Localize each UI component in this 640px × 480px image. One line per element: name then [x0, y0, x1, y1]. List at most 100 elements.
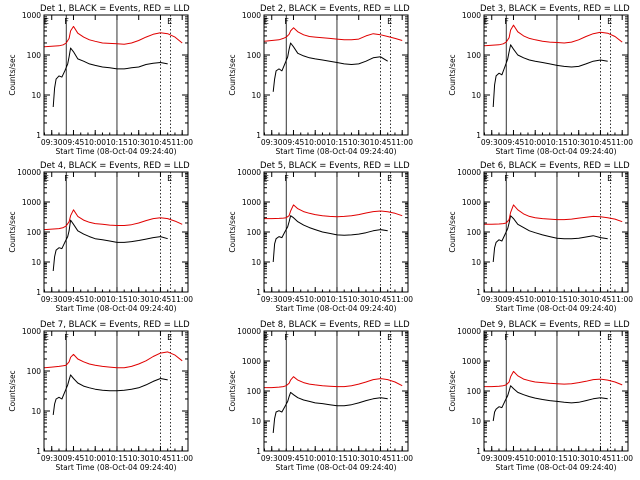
- interval-marker-label: F: [284, 333, 289, 342]
- x-tick-label: 10:15: [326, 138, 348, 147]
- events-series-line: [272, 215, 388, 263]
- x-tick-label: 10:30: [128, 138, 150, 147]
- lld-series-line: [44, 25, 183, 48]
- x-tick-label: 10:15: [326, 295, 348, 304]
- events-series-line: [272, 391, 388, 433]
- x-tick-label: 10:45: [150, 454, 172, 463]
- x-tick-label: 11:00: [611, 138, 633, 147]
- interval-marker-label: F: [284, 17, 289, 26]
- x-tick-label: 10:45: [370, 138, 392, 147]
- lld-series-line: [484, 370, 623, 388]
- x-tick-label: 10:30: [348, 454, 370, 463]
- x-tick-label: 09:45: [503, 454, 525, 463]
- interval-marker-label: E: [44, 333, 49, 342]
- y-tick-label: 10: [31, 407, 41, 416]
- y-tick-label: 1: [36, 447, 41, 456]
- x-tick-label: 10:15: [546, 454, 568, 463]
- y-tick-label: 10000: [457, 327, 481, 336]
- interval-marker-label: E: [264, 174, 269, 183]
- x-tick-label: 10:30: [348, 138, 370, 147]
- x-axis-label: Start Time (08-Oct-04 09:24:40): [55, 463, 176, 472]
- plot-frame: [43, 171, 189, 293]
- x-tick-label: 10:00: [304, 295, 326, 304]
- plot-frame: [43, 14, 189, 136]
- y-tick-label: 1: [476, 288, 481, 297]
- x-tick-label: 09:30: [41, 138, 63, 147]
- y-tick-label: 1000: [242, 198, 261, 207]
- y-tick-label: 1000: [462, 198, 481, 207]
- x-axis-label: Start Time (08-Oct-04 09:24:40): [275, 304, 396, 313]
- lld-series-line: [484, 24, 623, 47]
- detector-panel: Det 7, BLACK = Events, RED = LLD 1 10 100 10…: [8, 320, 193, 472]
- interval-marker-label: F: [64, 17, 69, 26]
- y-tick-label: 10000: [237, 168, 261, 177]
- x-tick-label: 11:00: [391, 454, 413, 463]
- y-tick-label: 100: [27, 51, 42, 60]
- y-tick-label: 10: [471, 258, 481, 267]
- y-tick-label: 100: [27, 228, 42, 237]
- y-axis-label: Counts/sec: [448, 370, 457, 411]
- y-tick-label: 1000: [242, 11, 261, 20]
- x-axis-label: Start Time (08-Oct-04 09:24:40): [495, 304, 616, 313]
- x-tick-label: 09:30: [481, 454, 503, 463]
- plot-frame: [263, 14, 409, 136]
- y-tick-label: 1000: [242, 357, 261, 366]
- panel-title: Det 5, BLACK = Events, RED = LLD: [260, 161, 410, 171]
- interval-marker-label: F: [504, 174, 509, 183]
- y-tick-label: 10000: [237, 327, 261, 336]
- x-tick-label: 11:00: [171, 454, 193, 463]
- x-tick-label: 10:00: [304, 138, 326, 147]
- x-axis-label: Start Time (08-Oct-04 09:24:40): [55, 147, 176, 156]
- interval-marker-label: E: [387, 17, 392, 26]
- y-tick-label: 1: [476, 447, 481, 456]
- y-axis-label: Counts/sec: [8, 211, 17, 252]
- interval-marker-label: F: [64, 174, 69, 183]
- x-tick-label: 09:45: [283, 138, 305, 147]
- x-tick-label: 10:30: [568, 138, 590, 147]
- plot-frame: [263, 330, 409, 452]
- interval-marker-label: E: [607, 17, 612, 26]
- x-tick-label: 09:30: [261, 454, 283, 463]
- x-tick-label: 10:00: [524, 295, 546, 304]
- x-tick-label: 10:30: [348, 295, 370, 304]
- x-tick-label: 09:30: [261, 138, 283, 147]
- x-tick-label: 10:45: [150, 138, 172, 147]
- x-tick-label: 09:45: [503, 138, 525, 147]
- lld-series-line: [44, 351, 183, 369]
- x-axis-label: Start Time (08-Oct-04 09:24:40): [495, 463, 616, 472]
- plot-frame: [483, 330, 629, 452]
- y-tick-label: 1: [256, 288, 261, 297]
- interval-marker-label: F: [64, 333, 69, 342]
- x-axis-label: Start Time (08-Oct-04 09:24:40): [495, 147, 616, 156]
- x-tick-label: 10:30: [128, 454, 150, 463]
- panel-title: Det 1, BLACK = Events, RED = LLD: [40, 4, 190, 14]
- y-tick-label: 100: [467, 387, 482, 396]
- y-tick-label: 10: [251, 417, 261, 426]
- y-tick-label: 100: [247, 387, 262, 396]
- x-tick-label: 11:00: [171, 295, 193, 304]
- lld-series-line: [44, 209, 183, 231]
- x-tick-label: 10:15: [546, 138, 568, 147]
- x-tick-label: 11:00: [391, 138, 413, 147]
- x-tick-label: 10:45: [590, 454, 612, 463]
- y-axis-label: Counts/sec: [8, 54, 17, 95]
- detector-panel: Det 6, BLACK = Events, RED = LLD 1 10 100 10…: [448, 161, 633, 313]
- x-tick-label: 09:45: [63, 295, 85, 304]
- x-tick-label: 10:00: [84, 138, 106, 147]
- y-tick-label: 10000: [457, 168, 481, 177]
- y-tick-label: 1: [256, 447, 261, 456]
- interval-marker-label: E: [44, 174, 49, 183]
- x-tick-label: 09:45: [503, 295, 525, 304]
- interval-marker-label: E: [484, 174, 489, 183]
- x-tick-label: 11:00: [171, 138, 193, 147]
- y-tick-label: 100: [247, 51, 262, 60]
- detector-panel: Det 1, BLACK = Events, RED = LLD 1 10 100 10…: [8, 4, 193, 156]
- panel-title: Det 8, BLACK = Events, RED = LLD: [260, 320, 410, 330]
- x-tick-label: 10:00: [524, 138, 546, 147]
- x-tick-label: 10:45: [370, 295, 392, 304]
- plot-frame: [483, 14, 629, 136]
- y-axis-label: Counts/sec: [448, 54, 457, 95]
- interval-marker-label: F: [504, 333, 509, 342]
- detector-panel: Det 3, BLACK = Events, RED = LLD 1 10 100 10…: [448, 4, 633, 156]
- y-tick-label: 10: [251, 91, 261, 100]
